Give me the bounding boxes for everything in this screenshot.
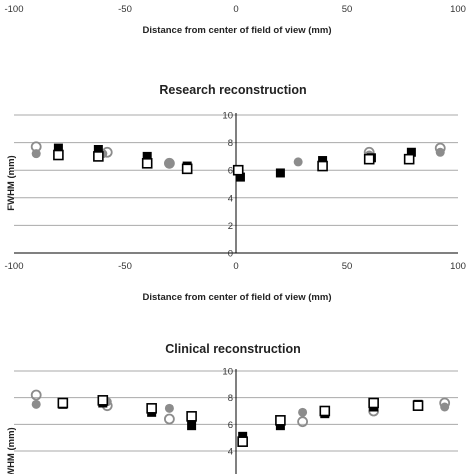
research-x-ticks: -100 -50 0 50 100 (4, 261, 465, 272)
x-tick-label: -50 (118, 261, 132, 272)
black-filled-square-point (275, 168, 285, 178)
black-open-square-point (146, 403, 157, 414)
x-tick-label: 100 (450, 261, 466, 272)
x-tick-label: -100 (4, 261, 23, 272)
black-filled-square-point (238, 431, 248, 441)
clinical-data-points (30, 389, 451, 447)
top-panel: -100 -50 0 50 100 Distance from center of fi… (4, 4, 465, 36)
y-tick-label: 8 (228, 138, 233, 149)
gray-open-circle-point (439, 397, 451, 409)
y-tick-label: 6 (228, 166, 233, 177)
black-open-square-point (412, 400, 424, 411)
x-tick-label: 50 (342, 261, 353, 272)
gray-filled-circle-point (164, 158, 174, 168)
research-chart-title: Research reconstruction (159, 83, 306, 97)
y-tick-label: 4 (228, 447, 233, 458)
x-tick-label: -100 (4, 4, 23, 15)
research-x-axis-label: Distance from center of field of view (m… (143, 292, 332, 303)
x-tick-label: 0 (233, 4, 238, 15)
x-tick-label: 0 (233, 261, 238, 272)
clinical-panel: Clinical reconstruction 4 6 8 10 FWHM (mm) (6, 342, 458, 474)
black-filled-square-point (318, 156, 328, 166)
gray-filled-circle-point (293, 157, 303, 167)
research-axes (14, 113, 458, 254)
y-tick-label: 10 (222, 367, 233, 378)
black-open-square-point (275, 415, 286, 426)
black-open-square-point (93, 151, 104, 162)
gray-filled-circle-point (164, 403, 174, 413)
black-open-square-point (368, 397, 379, 409)
clinical-y-axis-label: FWHM (mm) (6, 427, 17, 474)
black-filled-square-point (53, 143, 63, 153)
gray-open-circle-point (163, 157, 175, 169)
black-open-square-point (403, 153, 415, 165)
y-tick-label: 10 (222, 111, 233, 122)
gray-open-circle-point (163, 413, 175, 425)
top-panel-x-axis-label: Distance from center of field of view (m… (143, 25, 332, 36)
y-tick-label: 8 (228, 393, 233, 404)
gray-open-circle-point (297, 416, 309, 428)
x-tick-label: 50 (342, 4, 353, 15)
y-tick-label: 4 (228, 193, 233, 204)
gray-open-circle-point (101, 146, 113, 158)
black-open-square-point (232, 164, 244, 176)
y-tick-label: 2 (228, 221, 233, 232)
black-open-square-point (57, 397, 69, 409)
clinical-chart-title: Clinical reconstruction (165, 342, 300, 356)
x-tick-label: -50 (118, 4, 132, 15)
black-filled-square-point (93, 145, 103, 154)
gray-open-circle-point (434, 142, 446, 154)
black-open-square-point (317, 160, 328, 172)
black-open-square-point (186, 411, 197, 422)
gray-open-circle-point (30, 141, 42, 153)
research-data-points (30, 141, 446, 182)
top-panel-x-ticks: -100 -50 0 50 100 (4, 4, 465, 15)
black-filled-square-point (406, 147, 416, 157)
black-filled-square-point (187, 421, 197, 431)
y-tick-label: 0 (228, 249, 233, 260)
black-open-square-point (319, 405, 331, 417)
y-tick-label: 6 (228, 420, 233, 431)
clinical-y-ticks: 4 6 8 10 (222, 367, 233, 458)
black-open-square-point (97, 395, 109, 406)
black-open-square-point (53, 149, 64, 161)
black-open-square-point (181, 163, 193, 175)
black-filled-square-point (142, 151, 152, 161)
gray-open-circle-point (30, 389, 42, 401)
gray-filled-circle-point (31, 399, 41, 409)
x-tick-label: 100 (450, 4, 466, 15)
research-panel: Research reconstruction 0 2 4 6 8 10 -100 -50 0… (4, 83, 465, 303)
research-y-axis-label: FWHM (mm) (6, 155, 17, 210)
gray-filled-circle-point (298, 407, 308, 417)
black-filled-square-point (275, 421, 285, 431)
black-filled-square-point (235, 172, 245, 182)
black-open-square-point (237, 436, 248, 447)
research-y-ticks: 0 2 4 6 8 10 (222, 111, 233, 260)
black-open-square-point (141, 158, 153, 169)
black-open-square-point (363, 153, 375, 165)
